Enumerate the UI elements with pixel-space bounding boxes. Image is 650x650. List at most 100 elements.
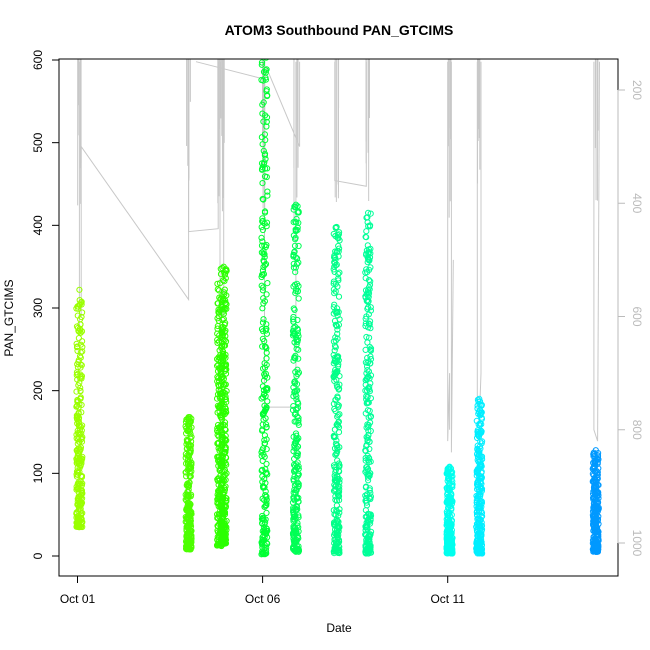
data-point: [290, 509, 297, 516]
data-point: [222, 338, 230, 345]
data-point: [365, 223, 372, 230]
data-point: [260, 271, 267, 278]
data-point: [294, 203, 301, 210]
data-point: [477, 438, 484, 445]
data-point: [263, 349, 270, 356]
data-point: [214, 286, 221, 293]
data-point: [261, 440, 269, 447]
data-point: [219, 513, 226, 520]
data-point: [336, 506, 343, 513]
data-point: [185, 442, 192, 449]
data-point: [258, 234, 265, 241]
data-point: [448, 520, 455, 528]
data-point: [217, 368, 224, 375]
data-point: [335, 293, 343, 300]
data-point: [219, 479, 226, 486]
data-point: [294, 399, 301, 406]
line-series: [77, 59, 600, 453]
data-point: [261, 521, 268, 528]
data-point: [260, 300, 267, 307]
data-point: [259, 46, 264, 51]
data-point: [333, 381, 340, 388]
data-point: [294, 453, 301, 460]
data-point: [291, 468, 298, 475]
data-point: [295, 242, 302, 250]
data-point: [218, 526, 225, 533]
data-point: [447, 503, 454, 510]
data-point: [367, 318, 374, 325]
data-point: [290, 516, 297, 523]
data-point: [590, 477, 597, 484]
data-point: [78, 509, 85, 517]
data-point: [222, 300, 229, 307]
data-point: [74, 501, 81, 508]
data-point: [364, 219, 371, 226]
data-point: [295, 421, 302, 428]
data-point: [336, 229, 343, 236]
data-point: [364, 407, 371, 414]
data-point: [183, 506, 190, 513]
data-point: [589, 512, 597, 519]
data-point: [478, 463, 485, 470]
data-point: [261, 497, 268, 504]
data-point: [74, 454, 82, 461]
data-point: [367, 304, 374, 311]
data-point: [332, 280, 339, 287]
data-point: [363, 228, 370, 235]
data-point: [473, 467, 480, 475]
data-point: [336, 411, 343, 418]
data-point: [259, 180, 266, 187]
data-point: [259, 226, 266, 234]
data-point: [334, 394, 341, 401]
data-point: [593, 492, 600, 500]
data-point: [74, 440, 81, 447]
data-point: [365, 250, 372, 257]
data-point: [77, 364, 84, 371]
data-point: [263, 118, 270, 126]
data-point: [331, 301, 338, 308]
data-point: [258, 242, 266, 249]
data-point: [363, 393, 370, 400]
y-tick-label: 600: [31, 50, 45, 70]
data-point: [332, 496, 339, 503]
data-point: [260, 43, 265, 48]
data-point: [363, 297, 370, 305]
data-point: [364, 466, 371, 473]
data-point: [366, 485, 373, 492]
data-point: [74, 471, 82, 478]
data-point: [591, 457, 598, 464]
data-point: [75, 429, 82, 436]
data-point: [365, 399, 372, 406]
data-point: [262, 155, 269, 163]
data-point: [264, 192, 271, 199]
data-point: [334, 305, 341, 312]
data-point: [293, 436, 301, 443]
data-point: [263, 509, 270, 517]
data-point: [182, 469, 189, 476]
data-point: [334, 457, 341, 464]
data-point: [263, 123, 270, 130]
data-point: [261, 152, 268, 159]
data-point: [184, 488, 191, 495]
data-point: [218, 536, 225, 543]
data-point: [445, 545, 452, 552]
data-point: [220, 315, 227, 322]
data-point: [259, 217, 267, 224]
data-point: [292, 525, 299, 532]
data-point: [292, 439, 299, 447]
data-point: [290, 537, 297, 545]
data-point: [75, 514, 82, 522]
data-point: [335, 429, 343, 436]
data-point: [593, 503, 600, 510]
data-point: [477, 516, 484, 523]
data-point: [219, 509, 226, 517]
data-point: [446, 512, 453, 519]
data-point: [362, 531, 369, 538]
data-point: [477, 505, 484, 512]
data-point: [75, 397, 82, 404]
data-point: [223, 305, 230, 312]
data-point: [335, 357, 342, 364]
data-point: [75, 382, 82, 389]
data-point: [330, 351, 337, 359]
data-point: [473, 503, 480, 510]
